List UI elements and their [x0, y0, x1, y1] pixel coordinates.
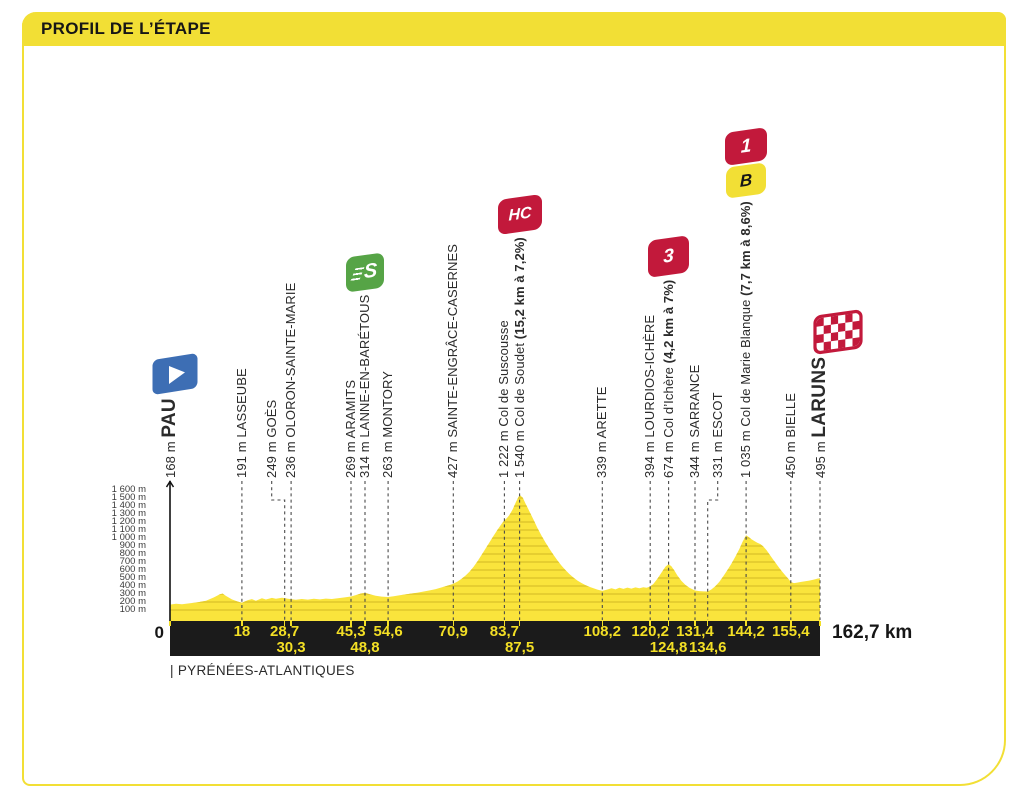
- km-tick: [649, 621, 651, 626]
- y-axis-label: 800 m: [119, 548, 146, 559]
- waypoint-label: 236 m OLORON-SAINTE-MARIE: [283, 282, 299, 478]
- waypoint-label: 495 m LARUNS: [809, 356, 830, 478]
- category-3-badge: 3: [648, 234, 690, 278]
- waypoint-label: 339 m ARETTE: [594, 386, 610, 478]
- km-bar: 18 28,7 30,3 45,3 48,8 54,6 70,9 83,7 87,5 108,2 1…: [169, 621, 821, 656]
- waypoint-label: 450 m BIELLE: [782, 392, 798, 478]
- y-axis-label: 1 400 m: [111, 500, 146, 511]
- y-axis-label: 1 100 m: [111, 524, 146, 535]
- distance-label: 83,7: [489, 623, 519, 640]
- km-tick: [706, 621, 709, 626]
- km-tick: [169, 621, 171, 626]
- km-tick: [283, 621, 286, 626]
- distance-label: 108,2: [583, 623, 622, 640]
- y-axis-label: 100 m: [119, 604, 146, 615]
- page-title-bar: PROFIL DE L’ÉTAPE: [22, 12, 1006, 46]
- y-axis-label: 1 600 m: [111, 484, 146, 495]
- distance-label: 134,6: [688, 639, 727, 656]
- y-axis-label: 1 300 m: [111, 508, 146, 519]
- department-label: | PYRÉNÉES-ATLANTIQUES: [170, 663, 355, 678]
- finish-flag-icon: [813, 309, 863, 354]
- distance-label: 28,7: [270, 623, 300, 640]
- km-tick: [452, 621, 454, 626]
- y-axis-label: 1 000 m: [111, 532, 146, 543]
- distance-label: 87,5: [504, 639, 535, 656]
- distance-label: 54,6: [373, 623, 403, 640]
- y-axis-arrow-icon: [165, 480, 175, 488]
- y-axis-label: 600 m: [119, 564, 146, 575]
- distance-label: 45,3: [336, 623, 366, 640]
- km-tick: [518, 621, 521, 626]
- distance-label: 48,8: [350, 639, 380, 656]
- category-1-badge: 1: [725, 127, 768, 167]
- page-title: PROFIL DE L’ÉTAPE: [41, 19, 211, 38]
- km-tick: [364, 621, 366, 626]
- waypoint-label: 674 m Col d’Ichère (4,2 km à 7%): [660, 279, 676, 478]
- elevation-contour-stripes: [170, 497, 820, 611]
- distance-label: 120,2: [631, 623, 669, 640]
- bonus-point-badge: B: [726, 162, 767, 199]
- distance-label: 30,3: [276, 639, 306, 656]
- distance-label: 144,2: [727, 623, 765, 640]
- start-flag-icon: [151, 353, 199, 395]
- waypoint-label: 344 m SARRANCE: [686, 364, 702, 478]
- km-tick: [350, 621, 352, 626]
- distance-label: 124,8: [649, 639, 688, 656]
- waypoint-label: 263 m MONTORY: [380, 370, 396, 478]
- km-tick: [667, 621, 670, 626]
- km-tick: [241, 621, 243, 626]
- distance-label: 70,9: [438, 623, 468, 640]
- waypoint-label: 168 m PAU: [159, 398, 180, 478]
- km-tick: [290, 621, 292, 626]
- start-km-label: 0: [154, 623, 164, 642]
- waypoint-label: 331 m ESCOT: [709, 392, 725, 478]
- waypoint-label: 269 m ARAMITS: [342, 379, 358, 478]
- y-axis-label: 300 m: [119, 588, 146, 599]
- km-tick: [387, 621, 389, 626]
- leader-line: [271, 481, 286, 620]
- waypoint-label: 1 035 m Col de Marie Blanque (7,7 km à 8…: [738, 201, 754, 478]
- y-axis-label: 1 500 m: [111, 492, 146, 503]
- total-distance-label: 162,7 km: [832, 622, 913, 643]
- speed-lines-icon: [350, 266, 365, 281]
- y-axis-label: 900 m: [119, 540, 146, 551]
- y-axis-label: 700 m: [119, 556, 146, 567]
- km-tick: [694, 621, 696, 626]
- y-axis-label: 200 m: [119, 596, 146, 607]
- y-axis-label: 500 m: [119, 572, 146, 583]
- km-tick: [503, 621, 506, 626]
- intermediate-sprint-badge: S: [345, 251, 384, 293]
- elevation-profile-area: [170, 494, 820, 621]
- waypoint-label: 1 540 m Col de Soudet (15,2 km à 7,2%): [511, 237, 527, 478]
- waypoint-label: 249 m GOÈS: [263, 399, 279, 478]
- distance-label: 155,4: [772, 623, 810, 640]
- waypoint-label: 191 m LASSEUBE: [233, 368, 249, 478]
- y-axis-label: 1 200 m: [111, 516, 146, 527]
- km-tick: [745, 621, 747, 626]
- profile-card: PROFIL DE L’ÉTAPE: [22, 12, 1006, 786]
- waypoint-label: 394 m LOURDIOS-ICHÈRE: [642, 314, 658, 478]
- distance-label: 131,4: [676, 623, 714, 640]
- waypoint-label: 427 m SAINTE-ENGRÂCE-CASERNES: [445, 243, 461, 478]
- hc-climb-badge: HC: [497, 194, 542, 236]
- leader-line: [707, 481, 719, 620]
- distance-label: 18: [233, 623, 251, 640]
- y-axis-label: 400 m: [119, 580, 146, 591]
- km-tick: [790, 621, 792, 626]
- km-tick: [601, 621, 604, 626]
- waypoint-label: 314 m LANNE-EN-BARÉTOUS: [356, 294, 372, 478]
- waypoint-label: 1 222 m Col de Suscousse: [496, 320, 512, 478]
- km-tick: [819, 621, 821, 626]
